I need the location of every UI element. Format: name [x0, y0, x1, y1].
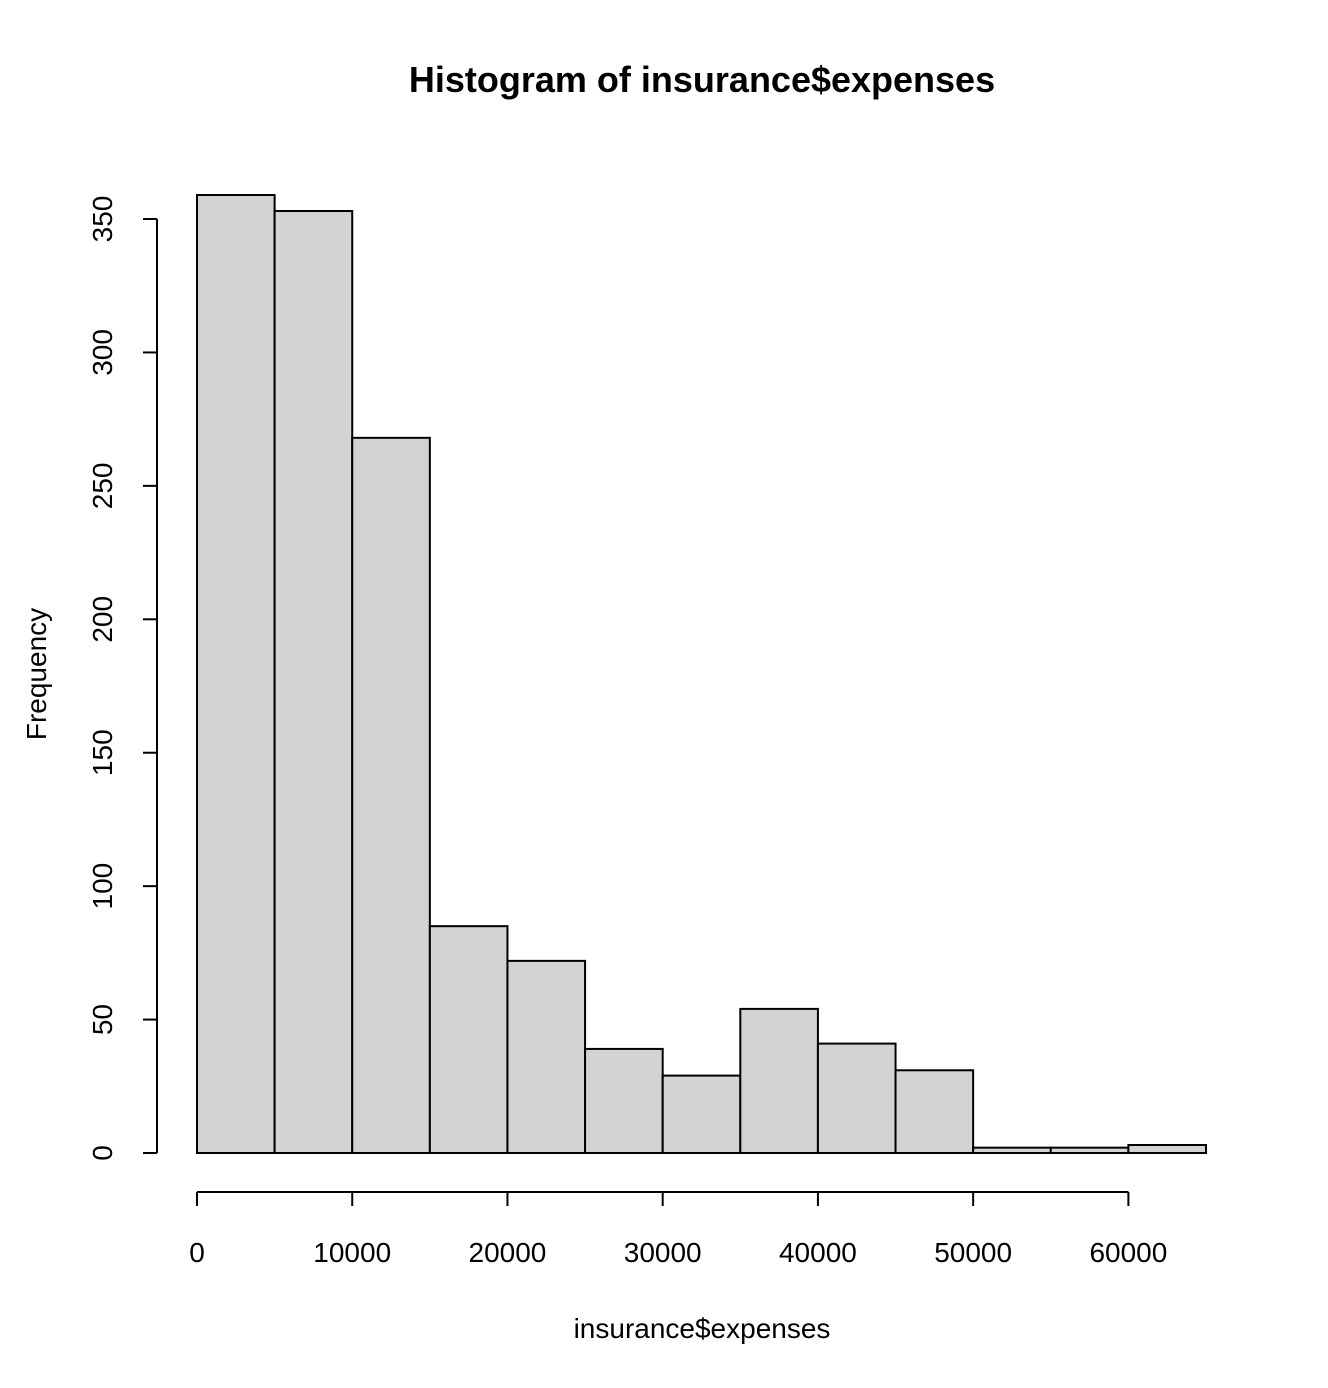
histogram-bar-1 — [273, 210, 354, 1154]
histogram-bar-5 — [584, 1047, 664, 1155]
y-tick-label: 150 — [87, 729, 118, 776]
y-axis: 0 50 100 150 200 250 300 350 — [87, 196, 158, 1161]
histogram-bar-2 — [351, 436, 431, 1155]
y-tick-label: 200 — [87, 596, 118, 643]
histogram-bar-10 — [972, 1146, 1052, 1155]
histogram-bar-7 — [739, 1007, 819, 1154]
y-tick-label: 100 — [87, 863, 118, 910]
histogram-bar-8 — [816, 1042, 897, 1155]
x-tick-label: 20000 — [469, 1237, 547, 1268]
y-tick-label: 300 — [87, 329, 118, 376]
histogram-bar-11 — [1049, 1146, 1130, 1155]
histogram-bar-6 — [661, 1074, 742, 1154]
histogram-bar-12 — [1127, 1143, 1208, 1154]
x-tick-label: 30000 — [624, 1237, 702, 1268]
y-tick-label: 0 — [87, 1145, 118, 1161]
x-axis: 0 10000 20000 30000 40000 50000 60000 — [189, 1191, 1167, 1268]
x-tick-label: 10000 — [313, 1237, 391, 1268]
bars-group — [196, 194, 1208, 1155]
histogram-bar-0 — [196, 194, 276, 1154]
x-tick-label: 0 — [189, 1237, 205, 1268]
histogram-bar-3 — [428, 925, 509, 1154]
histogram-bar-4 — [506, 959, 587, 1154]
histogram-bar-9 — [894, 1069, 975, 1154]
y-tick-label: 350 — [87, 196, 118, 243]
x-tick-label: 60000 — [1089, 1237, 1167, 1268]
x-tick-label: 50000 — [934, 1237, 1012, 1268]
y-tick-label: 250 — [87, 463, 118, 510]
y-tick-label: 50 — [87, 1004, 118, 1035]
chart-title: Histogram of insurance$expenses — [409, 59, 995, 100]
x-axis-label: insurance$expenses — [574, 1313, 831, 1344]
y-axis-label: Frequency — [21, 608, 52, 740]
x-tick-label: 40000 — [779, 1237, 857, 1268]
